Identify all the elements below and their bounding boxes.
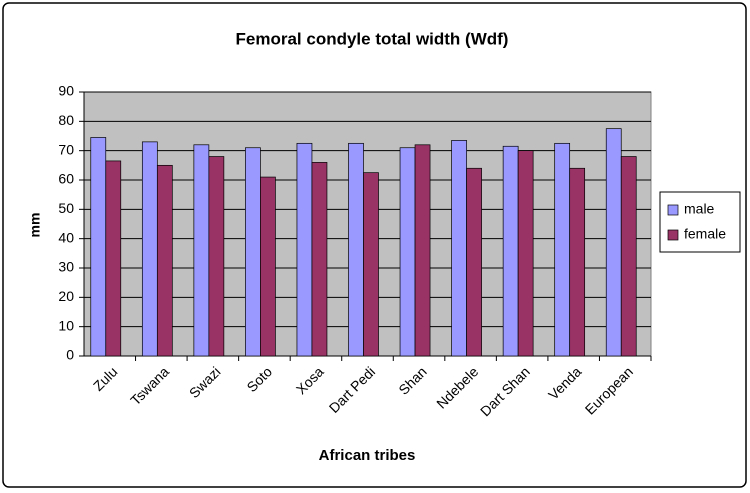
bar: [245, 147, 261, 357]
y-tick-label: 30: [58, 259, 74, 275]
y-tick-label: 10: [58, 317, 74, 333]
bar: [414, 144, 431, 357]
y-tick-label: 90: [58, 83, 74, 99]
legend-box: [659, 191, 741, 253]
y-tick-label: 80: [58, 112, 74, 128]
y-tick-label: 60: [58, 171, 74, 187]
bar: [605, 128, 622, 357]
bar: [208, 156, 225, 357]
bar: [296, 142, 313, 357]
y-axis-title: mm: [27, 213, 43, 238]
bar: [348, 142, 364, 357]
y-tick-label: 40: [58, 229, 74, 245]
legend-swatch: [667, 204, 679, 216]
bar: [90, 137, 107, 357]
y-tick-label: 0: [66, 347, 74, 363]
bar: [399, 147, 416, 357]
bar: [502, 145, 519, 357]
y-tick-label: 20: [58, 288, 74, 304]
legend-label: female: [684, 226, 726, 242]
bar: [451, 140, 467, 357]
bar: [466, 167, 482, 357]
bar: [363, 172, 379, 357]
bar: [517, 150, 534, 357]
y-tick-label: 50: [58, 200, 74, 216]
bar: [311, 162, 328, 357]
legend-swatch: [667, 229, 679, 241]
bar: [554, 142, 571, 357]
bar: [141, 141, 158, 357]
bar: [193, 144, 210, 357]
bar: [620, 156, 637, 357]
x-axis-title: African tribes: [319, 447, 416, 464]
y-tick-label: 70: [58, 141, 74, 157]
bar: [260, 176, 276, 357]
bar: [105, 160, 122, 357]
chart-title: Femoral condyle total width (Wdf): [236, 29, 509, 48]
bar: [569, 167, 586, 357]
legend-label: male: [684, 201, 715, 217]
bar: [156, 164, 173, 357]
